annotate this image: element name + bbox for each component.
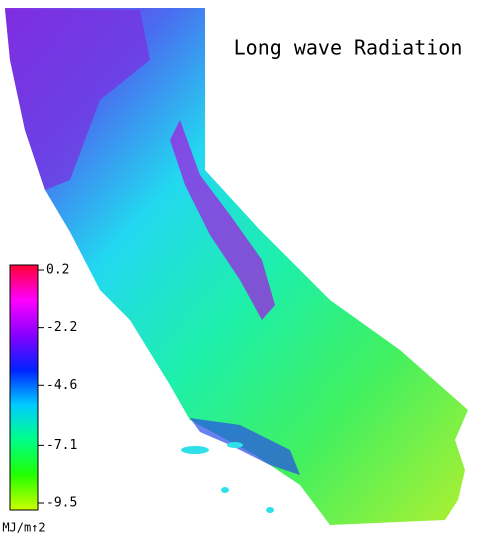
sierra-ridge	[170, 120, 275, 320]
colorbar-tick-label: -4.6	[46, 378, 77, 393]
colorbar-tick-label: -2.2	[46, 320, 77, 335]
colorbar-tick-label: -9.5	[46, 496, 77, 511]
southern-coast-blue	[190, 418, 300, 475]
map-title: Long wave Radiation	[234, 36, 463, 60]
island	[266, 507, 274, 513]
island	[221, 487, 229, 493]
colorbar-tick-label: -7.1	[46, 438, 77, 453]
colorbar	[9, 264, 39, 511]
island	[181, 446, 209, 454]
colorbar-tick-label: 0.2	[46, 263, 69, 278]
island	[227, 442, 243, 448]
colorbar-unit: MJ/m↑2	[2, 521, 45, 535]
california-map	[5, 8, 468, 525]
coastal-purple	[5, 10, 150, 190]
